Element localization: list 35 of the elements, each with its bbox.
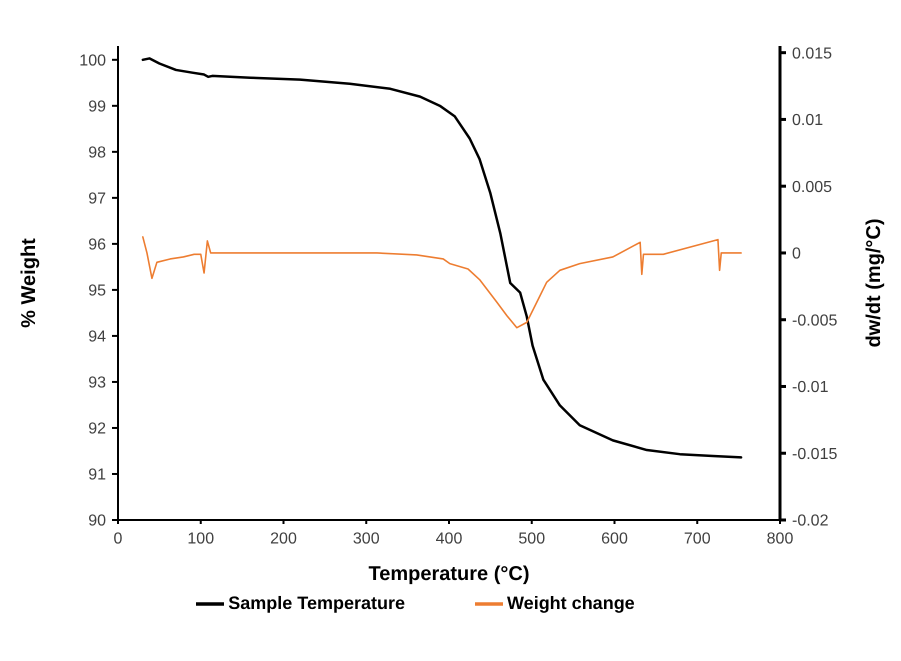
y-tick-label: 96 (88, 236, 106, 254)
y2-tick-label: -0.015 (792, 446, 838, 463)
x-tick-label: 200 (270, 530, 297, 548)
x-tick-label: 300 (352, 530, 380, 548)
y-tick-label: 98 (88, 144, 106, 162)
y2-tick-label: 0.005 (792, 178, 832, 196)
y-axis-title: % Weight (18, 238, 40, 328)
y2-tick-label: -0.02 (792, 512, 829, 530)
y-tick-label: 97 (88, 190, 106, 208)
y-tick-label: 91 (88, 466, 106, 484)
y2-tick-label: 0.015 (792, 45, 832, 62)
x-tick-label: 0 (114, 530, 123, 548)
y-tick-label: 99 (88, 98, 106, 116)
x-tick-label: 500 (518, 530, 546, 548)
x-tick-label: 100 (187, 530, 214, 548)
y2-tick-label: -0.005 (792, 312, 838, 330)
y2-tick-label: 0.01 (792, 112, 824, 130)
legend-label: Weight change (507, 592, 635, 613)
y-tick-label: 95 (88, 282, 106, 300)
x-axis-title: Temperature (°C) (368, 563, 530, 585)
x-tick-label: 400 (436, 530, 462, 548)
y-tick-label: 94 (88, 328, 106, 346)
legend-label: Sample Temperature (228, 592, 406, 613)
y-tick-label: 100 (79, 52, 106, 70)
y2-tick-label: 0 (792, 246, 801, 263)
y-tick-label: 90 (88, 512, 106, 530)
x-tick-label: 800 (766, 530, 794, 548)
y-tick-label: 93 (88, 374, 106, 392)
x-tick-label: 700 (684, 530, 711, 548)
y2-axis-title: dw/dt (mg/°C) (863, 218, 886, 348)
y2-tick-label: -0.01 (792, 379, 829, 396)
x-tick-label: 600 (601, 530, 628, 548)
y-tick-label: 92 (88, 420, 106, 438)
line-series (142, 57, 742, 459)
line-series (142, 236, 742, 329)
